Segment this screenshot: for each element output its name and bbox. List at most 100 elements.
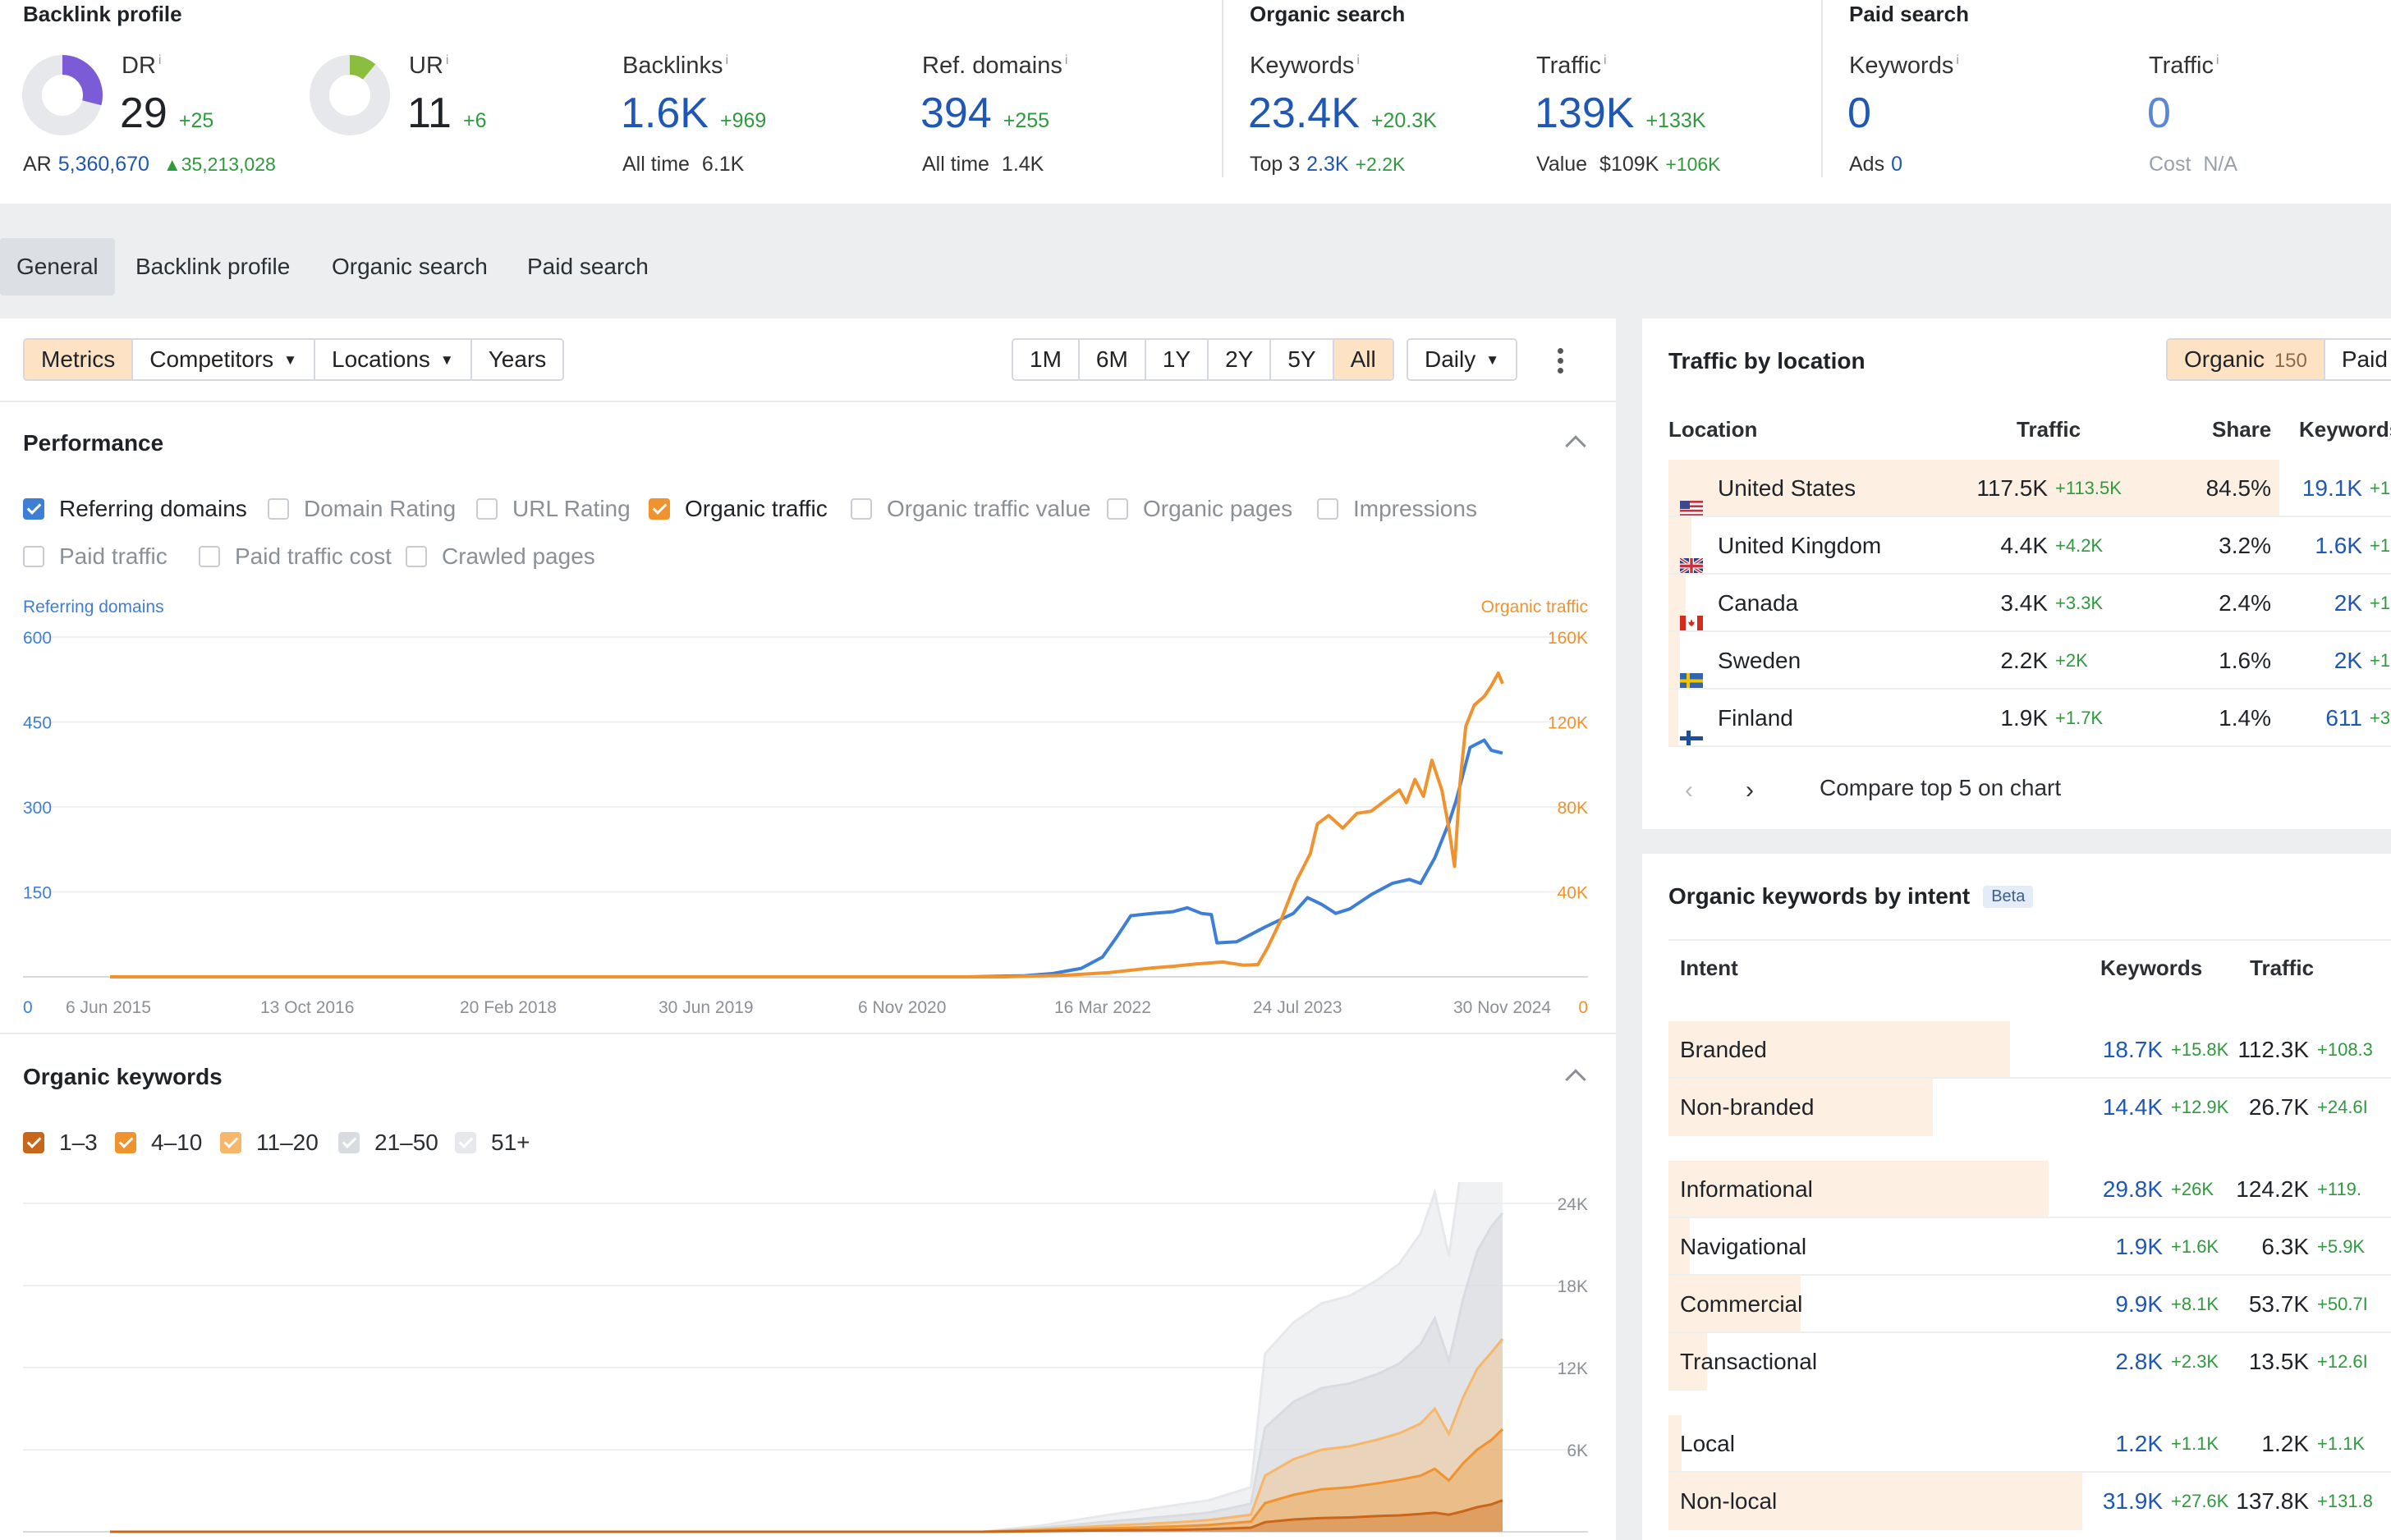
checkbox-referring-domains[interactable]: Referring domains: [23, 496, 247, 522]
checkbox-box[interactable]: [220, 1132, 241, 1153]
paid-keywords-label[interactable]: Keywords i: [1849, 53, 1959, 79]
organic-keywords-value[interactable]: 23.4K: [1248, 89, 1360, 137]
intent-keywords-header[interactable]: Keywords: [2100, 956, 2203, 980]
intent-traffic-header[interactable]: Traffic: [2250, 956, 2315, 980]
range-2y[interactable]: 2Y: [1209, 340, 1272, 379]
ref-domains-value[interactable]: 394: [920, 89, 992, 137]
organic-traffic-value[interactable]: 139K: [1535, 89, 1635, 137]
next-page-icon[interactable]: ›: [1746, 777, 1754, 804]
location-name[interactable]: United States: [1680, 460, 1856, 517]
range-5y[interactable]: 5Y: [1271, 340, 1334, 379]
location-row[interactable]: Sweden 2.2K +2K 1.6% 2K +1: [1668, 632, 2391, 690]
checkbox-organic-pages[interactable]: Organic pages: [1107, 496, 1292, 522]
checkbox-box[interactable]: [1107, 498, 1128, 520]
checkbox-box[interactable]: [23, 546, 44, 567]
tab-backlink-profile[interactable]: Backlink profile: [135, 254, 291, 279]
checkbox-box[interactable]: [338, 1132, 360, 1153]
checkbox-box[interactable]: [115, 1132, 136, 1153]
range-1y[interactable]: 1Y: [1145, 340, 1209, 379]
checkbox-organic-traffic[interactable]: Organic traffic: [649, 496, 828, 522]
checkbox-organic-traffic-value[interactable]: Organic traffic value: [851, 496, 1091, 522]
checkbox-box[interactable]: [851, 498, 872, 520]
checkbox-box[interactable]: [23, 498, 44, 520]
intent-keywords[interactable]: 1.9K: [2115, 1234, 2163, 1259]
checkbox-box[interactable]: [455, 1132, 476, 1153]
metrics-button[interactable]: Metrics: [25, 340, 134, 379]
location-keywords[interactable]: 2K: [2334, 590, 2362, 616]
checkbox-box[interactable]: [23, 1132, 44, 1153]
paid-toggle[interactable]: Paid: [2324, 340, 2391, 379]
organic-toggle[interactable]: Organic 150: [2168, 340, 2325, 379]
location-keywords[interactable]: 1.6K: [2315, 533, 2362, 558]
legend-51plus[interactable]: 51+: [455, 1130, 530, 1156]
competitors-dropdown[interactable]: Competitors ▼: [133, 340, 315, 379]
checkbox-domain-rating[interactable]: Domain Rating: [268, 496, 456, 522]
location-name[interactable]: United Kingdom: [1678, 517, 1881, 575]
compare-top5-link[interactable]: Compare top 5 on chart: [1820, 775, 2062, 800]
checkbox-box[interactable]: [476, 498, 498, 520]
range-all[interactable]: All: [1333, 340, 1393, 379]
intent-keywords[interactable]: 2.8K: [2115, 1349, 2163, 1374]
intent-keywords[interactable]: 18.7K: [2102, 1037, 2163, 1062]
checkbox-crawled-pages[interactable]: Crawled pages: [406, 543, 595, 570]
location-row[interactable]: Canada 3.4K +3.3K 2.4% 2K +1: [1668, 575, 2391, 632]
more-options-icon[interactable]: [1553, 345, 1567, 378]
location-row[interactable]: United States 117.5K +113.5K 84.5% 19.1K +1: [1668, 460, 2391, 517]
legend-1-3[interactable]: 1–3: [23, 1130, 98, 1156]
backlinks-value[interactable]: 1.6K: [621, 89, 709, 137]
checkbox-box[interactable]: [199, 546, 220, 567]
ur-label[interactable]: UR i: [409, 53, 449, 79]
location-name[interactable]: Canada: [1680, 575, 1798, 632]
location-keywords[interactable]: 611: [2325, 705, 2362, 731]
checkbox-url-rating[interactable]: URL Rating: [476, 496, 631, 522]
organic-keywords-label[interactable]: Keywords i: [1250, 53, 1360, 79]
tab-organic-search[interactable]: Organic search: [332, 254, 488, 279]
checkbox-box[interactable]: [1317, 498, 1338, 520]
intent-keywords[interactable]: 14.4K: [2102, 1094, 2163, 1120]
intent-keywords[interactable]: 1.2K: [2115, 1431, 2163, 1456]
legend-21-50[interactable]: 21–50: [338, 1130, 438, 1156]
checkbox-box[interactable]: [406, 546, 427, 567]
years-button[interactable]: Years: [471, 340, 563, 379]
intent-row-navigational[interactable]: Navigational 1.9K +1.6K 6.3K +5.9K: [1668, 1218, 2391, 1276]
share-header[interactable]: Share: [2212, 417, 2272, 442]
paid-traffic-label[interactable]: Traffic i: [2149, 53, 2219, 79]
intent-row-non-local[interactable]: Non-local 31.9K +27.6K 137.8K +131.8: [1668, 1473, 2391, 1530]
keywords-header[interactable]: Keywords: [2299, 417, 2391, 442]
intent-row-informational[interactable]: Informational 29.8K +26K 124.2K +119.: [1668, 1161, 2391, 1218]
checkbox-impressions[interactable]: Impressions: [1317, 496, 1477, 522]
location-name[interactable]: Sweden: [1680, 632, 1801, 690]
intent-row-commercial[interactable]: Commercial 9.9K +8.1K 53.7K +50.7I: [1668, 1276, 2391, 1333]
checkbox-paid-traffic-cost[interactable]: Paid traffic cost: [199, 543, 392, 570]
checkbox-box[interactable]: [268, 498, 289, 520]
checkbox-box[interactable]: [649, 498, 670, 520]
intent-keywords[interactable]: 29.8K: [2102, 1176, 2163, 1202]
intent-row-transactional[interactable]: Transactional 2.8K +2.3K 13.5K +12.6I: [1668, 1333, 2391, 1391]
prev-page-icon[interactable]: ‹: [1685, 777, 1693, 804]
location-row[interactable]: United Kingdom 4.4K +4.2K 3.2% 1.6K +1: [1668, 517, 2391, 575]
organic-traffic-label[interactable]: Traffic i: [1536, 53, 1607, 79]
backlinks-label[interactable]: Backlinks i: [622, 53, 729, 79]
intent-row-local[interactable]: Local 1.2K +1.1K 1.2K +1.1K: [1668, 1415, 2391, 1473]
checkbox-paid-traffic[interactable]: Paid traffic: [23, 543, 168, 570]
paid-keywords-value[interactable]: 0: [1847, 89, 1871, 137]
paid-traffic-value[interactable]: 0: [2147, 89, 2171, 137]
tab-general[interactable]: General: [0, 238, 115, 296]
location-keywords[interactable]: 19.1K: [2302, 475, 2362, 501]
traffic-header[interactable]: Traffic: [2017, 417, 2081, 442]
location-name[interactable]: Finland: [1680, 690, 1793, 747]
interval-dropdown[interactable]: Daily ▼: [1407, 338, 1518, 381]
intent-row-branded[interactable]: Branded 18.7K +15.8K 112.3K +108.3: [1668, 1021, 2391, 1079]
legend-4-10[interactable]: 4–10: [115, 1130, 202, 1156]
location-keywords[interactable]: 2K: [2334, 648, 2362, 673]
location-row[interactable]: Finland 1.9K +1.7K 1.4% 611 +3: [1668, 690, 2391, 747]
range-6m[interactable]: 6M: [1079, 340, 1146, 379]
intent-keywords[interactable]: 31.9K: [2102, 1488, 2163, 1514]
ref-domains-label[interactable]: Ref. domains i: [922, 53, 1068, 79]
intent-keywords[interactable]: 9.9K: [2115, 1291, 2163, 1317]
range-1m[interactable]: 1M: [1013, 340, 1080, 379]
tab-paid-search[interactable]: Paid search: [527, 254, 649, 279]
ar-value[interactable]: 5,360,670: [57, 153, 149, 176]
locations-dropdown[interactable]: Locations ▼: [315, 340, 472, 379]
legend-11-20[interactable]: 11–20: [220, 1130, 319, 1156]
